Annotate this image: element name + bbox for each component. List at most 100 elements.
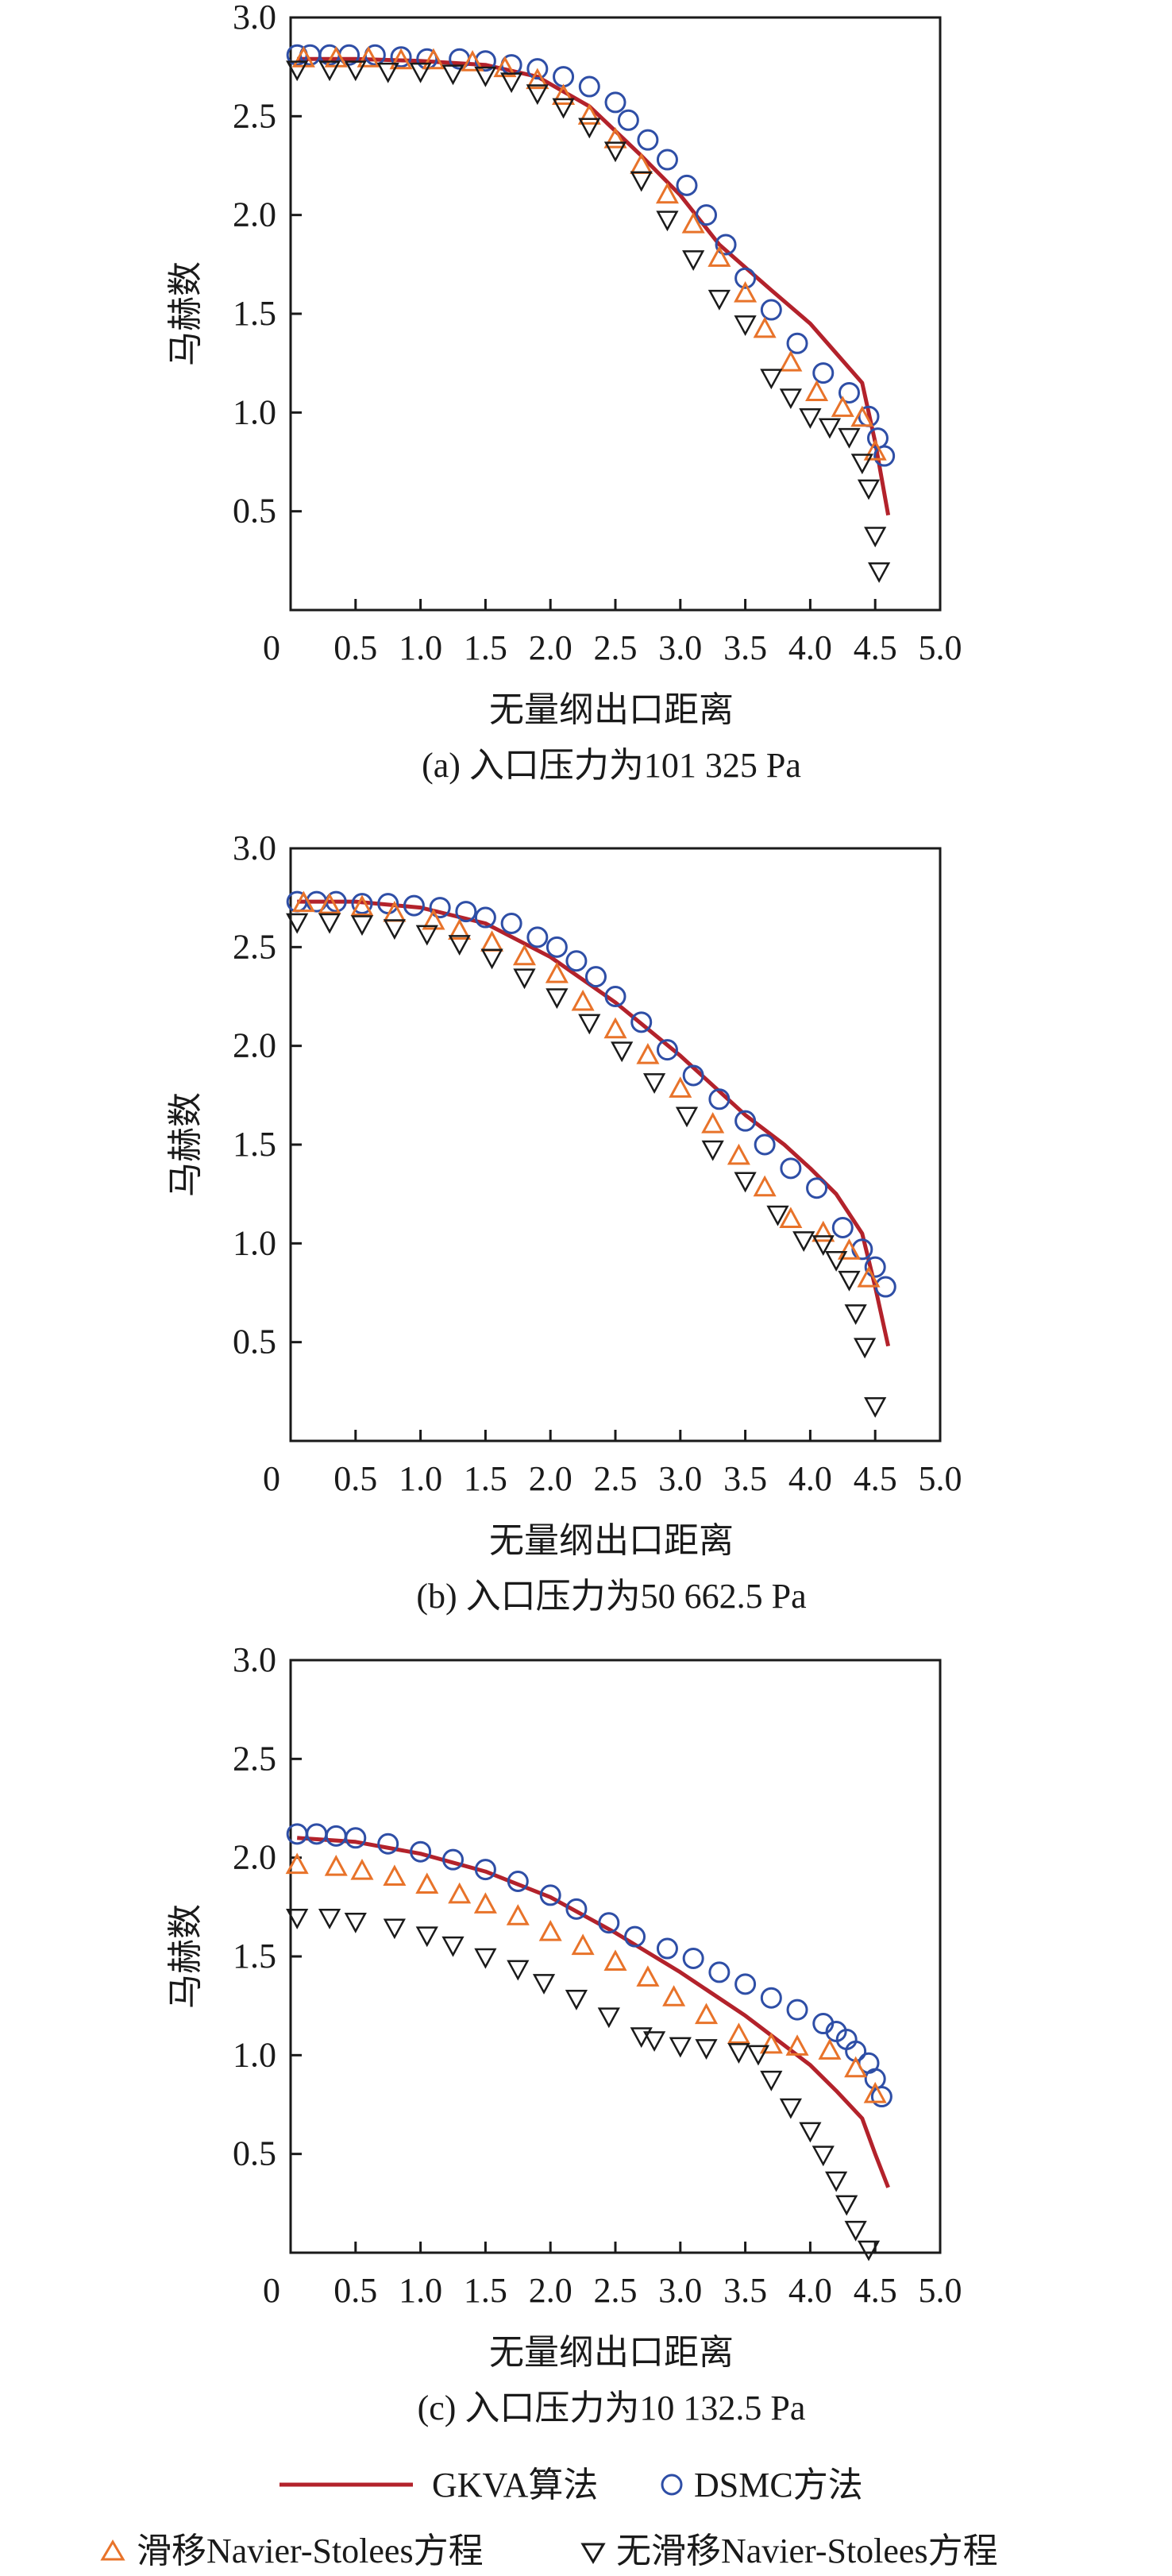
x-tick-label: 3.5 — [723, 1459, 767, 1498]
dsmc-point — [351, 893, 373, 915]
x-tick-label: 2.0 — [529, 2271, 573, 2310]
slip-ns-point — [753, 316, 777, 338]
slip-ns-point — [526, 68, 549, 90]
slip-ns-point — [285, 1852, 309, 1875]
y-axis-label: 马赫数 — [166, 1092, 205, 1197]
slip-ns-point — [545, 962, 569, 983]
noslip-ns-point — [448, 935, 471, 956]
noslip-ns-point — [792, 1231, 815, 1252]
slip-ns-point — [844, 2056, 868, 2078]
x-axis-label: 无量纲出口距离 — [489, 1521, 734, 1560]
legend: GKVA算法 DSMC方法 滑移Navier-Stolees方程 无滑移Navi… — [100, 2466, 998, 2570]
x-ticks: 0 0.5 1.0 1.5 2.0 2.5 3.0 3.5 4.0 4.5 5.0 — [263, 599, 962, 667]
dsmc-point — [578, 75, 600, 98]
noslip-ns-point — [546, 988, 569, 1010]
slip-ns-point — [571, 989, 595, 1011]
noslip-ns-point — [850, 454, 873, 475]
dsmc-point — [377, 1833, 399, 1855]
series-line-gkva — [297, 1836, 890, 2188]
dsmc-point — [565, 1898, 588, 1920]
noslip-ns-point — [838, 427, 861, 449]
slip-ns-point — [571, 1933, 595, 1956]
x-tick-label: 4.0 — [788, 1459, 832, 1498]
chart-panel-c: 0.5 1.0 1.5 2.0 2.5 3.0 0 0.5 1.0 1.5 2.0 2.5 3.0 3.… — [166, 1640, 962, 2427]
dsmc-point — [682, 1947, 704, 1969]
dsmc-point — [656, 1937, 678, 1960]
dsmc-point — [553, 66, 575, 88]
noslip-ns-point — [513, 968, 536, 990]
slip-ns-point — [350, 1858, 374, 1880]
noslip-ns-point — [642, 2031, 666, 2053]
noslip-ns-point — [695, 2039, 718, 2060]
noslip-ns-point — [383, 919, 406, 940]
dsmc-point — [831, 1216, 854, 1238]
noslip-ns-point — [734, 315, 757, 337]
noslip-ns-point — [318, 1909, 341, 1929]
panel-caption: (a) 入口压力为101 325 Pa — [422, 746, 801, 785]
slip-ns-point — [759, 2032, 783, 2054]
dsmc-point — [526, 58, 549, 80]
slip-ns-point — [863, 438, 887, 461]
dsmc-point — [474, 1859, 496, 1881]
slip-ns-point — [552, 83, 576, 105]
noslip-ns-point — [857, 2240, 881, 2261]
noslip-ns-point — [766, 1205, 789, 1226]
dsmc-point — [565, 950, 588, 972]
slip-ns-point — [727, 2022, 750, 2044]
noslip-ns-point — [727, 2043, 750, 2064]
noslip-ns-point — [474, 1948, 497, 1969]
y-tick-label: 1.0 — [233, 392, 276, 431]
slip-ns-point — [655, 182, 679, 204]
y-axis-label: 马赫数 — [166, 1904, 205, 2009]
slip-ns-point — [727, 1143, 750, 1165]
y-tick-label: 2.5 — [233, 96, 276, 135]
slip-ns-point — [636, 1965, 660, 1987]
y-ticks: 0.5 1.0 1.5 2.0 2.5 3.0 — [233, 828, 302, 1361]
noslip-ns-point — [844, 1304, 867, 1325]
noslip-ns-point — [799, 408, 822, 429]
dsmc-point — [873, 445, 896, 467]
slip-ns-point — [603, 1949, 627, 1971]
slip-ns-point — [448, 1882, 472, 1904]
noslip-ns-point — [779, 388, 802, 410]
slip-ns-point — [734, 281, 758, 303]
x-tick-label: 4.5 — [854, 1459, 897, 1498]
dsmc-point — [734, 267, 757, 289]
noslip-ns-point — [415, 1926, 438, 1948]
slip-ns-point — [863, 2081, 887, 2103]
slip-ns-point — [448, 918, 472, 940]
chart-panel-a: 0.5 1.0 1.5 2.0 2.5 3.0 0 0.5 1.0 1.5 2.0 2.5 3.0 3.… — [166, 0, 962, 785]
slip-ns-point — [603, 1017, 627, 1039]
slip-ns-point — [812, 1220, 835, 1242]
y-tick-label: 2.0 — [233, 1026, 276, 1065]
x-tick-label: 4.5 — [854, 2271, 897, 2310]
x-tick-label: 0.5 — [333, 2271, 377, 2310]
dsmc-point — [474, 906, 496, 929]
slip-ns-point — [538, 1920, 562, 1941]
x-axis-label: 无量纲出口距离 — [489, 690, 734, 729]
data-marks — [286, 44, 896, 583]
slip-ns-point — [636, 1042, 660, 1064]
y-tick-label: 0.5 — [233, 492, 276, 531]
noslip-ns-point — [409, 62, 432, 83]
slip-ns-point — [818, 2038, 842, 2060]
dsmc-point — [851, 1238, 873, 1261]
noslip-ns-point — [532, 1974, 556, 1995]
slip-ns-point — [694, 2002, 719, 2025]
plot-frame — [289, 847, 942, 1442]
data-marks — [286, 890, 896, 1418]
y-tick-label: 1.0 — [233, 1223, 276, 1262]
slip-ns-point — [473, 1892, 497, 1914]
slip-ns-point — [389, 48, 413, 70]
noslip-ns-point — [578, 1014, 601, 1035]
noslip-ns-point — [474, 66, 497, 87]
slip-ns-point — [681, 211, 705, 234]
y-tick-label: 2.5 — [233, 1739, 276, 1778]
noslip-ns-point — [799, 2122, 822, 2143]
slip-ns-point — [753, 1175, 777, 1197]
dsmc-point — [708, 1088, 731, 1110]
noslip-ns-point — [565, 1989, 588, 2010]
slip-ns-point — [480, 930, 504, 952]
slip-ns-point — [603, 127, 627, 149]
noslip-ns-point — [838, 1270, 861, 1292]
